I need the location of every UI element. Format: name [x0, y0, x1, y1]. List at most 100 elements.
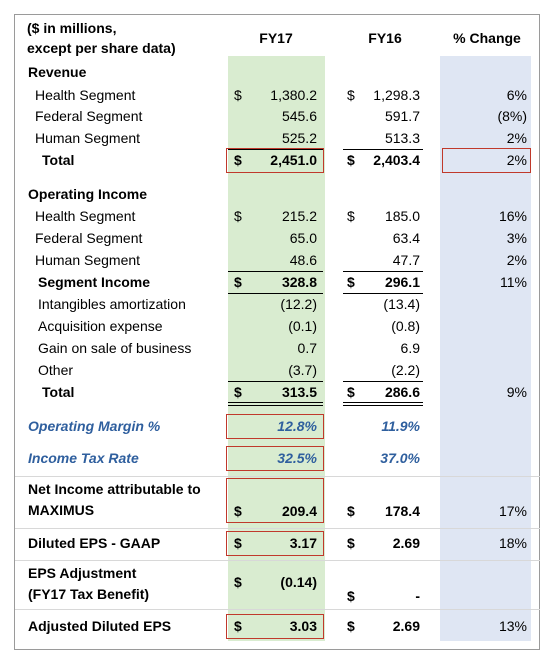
change-value: 11% [500, 274, 527, 290]
currency-sign: $ [347, 535, 355, 551]
highlight-box [226, 414, 324, 439]
highlight-box [226, 446, 324, 471]
row-separator [15, 560, 540, 561]
rule [228, 271, 323, 272]
change-value: 16% [498, 208, 527, 224]
rule [343, 293, 423, 294]
fy17-value: 328.8 [281, 274, 317, 290]
rule [343, 149, 423, 150]
row-label: Human Segment [35, 252, 141, 268]
rule [228, 381, 323, 382]
rule [343, 271, 423, 272]
fy17-value: 3.17 [289, 535, 317, 551]
currency-sign: $ [234, 152, 242, 168]
fy17-value: (3.7) [288, 362, 317, 378]
currency-sign: $ [347, 152, 355, 168]
rule [343, 405, 423, 406]
fy16-value: 178.4 [384, 503, 420, 519]
fy17-value: 48.6 [289, 252, 317, 268]
row-label: Total [42, 384, 75, 400]
fy17-value: 313.5 [281, 384, 317, 400]
fy17-column-shade [228, 56, 325, 641]
currency-sign: $ [234, 535, 242, 551]
row-label: Human Segment [35, 130, 141, 146]
highlight-box [442, 148, 531, 173]
change-value: 13% [498, 618, 527, 634]
fy17-value: (0.14) [280, 574, 317, 590]
row-label: Federal Segment [35, 108, 143, 124]
change-column-shade [440, 56, 531, 641]
column-header: FY16 [368, 30, 402, 46]
fy16-value: 1,298.3 [373, 87, 420, 103]
fy17-value: 209.4 [281, 503, 317, 519]
fy16-value: 296.1 [384, 274, 420, 290]
fy17-value: 65.0 [289, 230, 317, 246]
fy17-value: (12.2) [280, 296, 317, 312]
highlight-box [226, 614, 324, 639]
change-value: 17% [498, 503, 527, 519]
row-label: Federal Segment [35, 230, 143, 246]
fy16-value: 37.0% [380, 450, 420, 466]
fy17-value: (0.1) [288, 318, 317, 334]
row-label: Other [38, 362, 74, 378]
fy16-value: 2.69 [392, 618, 420, 634]
fy16-value: 591.7 [384, 108, 420, 124]
fy16-value: 6.9 [400, 340, 420, 356]
row-label: Health Segment [35, 208, 136, 224]
table-border [14, 14, 540, 650]
currency-sign: $ [234, 274, 242, 290]
change-value: (8%) [497, 108, 527, 124]
fy16-value: 2.69 [392, 535, 420, 551]
fy17-value: 1,380.2 [270, 87, 317, 103]
row-label: Operating Income [28, 186, 148, 202]
row-label: EPS Adjustment [28, 565, 137, 581]
currency-sign: $ [347, 384, 355, 400]
currency-sign: $ [347, 87, 355, 103]
fy16-value: (2.2) [391, 362, 420, 378]
change-value: 9% [506, 384, 527, 400]
fy16-value: - [415, 588, 420, 604]
row-separator [15, 476, 540, 477]
row-label: Acquisition expense [38, 318, 163, 334]
currency-sign: $ [347, 503, 355, 519]
row-label: (FY17 Tax Benefit) [28, 586, 150, 602]
currency-sign: $ [234, 384, 242, 400]
row-label: Income Tax Rate [28, 450, 139, 466]
row-separator [15, 528, 540, 529]
fy17-value: 0.7 [297, 340, 317, 356]
fy17-value: 12.8% [277, 418, 317, 434]
fy16-value: 47.7 [392, 252, 420, 268]
row-label: Intangibles amortization [38, 296, 186, 312]
rule [343, 381, 423, 382]
row-label: Net Income attributable to [28, 481, 201, 497]
row-label: MAXIMUS [28, 502, 95, 518]
row-label: Health Segment [35, 87, 136, 103]
highlight-box [226, 148, 324, 173]
change-value: 2% [506, 152, 527, 168]
fy16-value: 11.9% [381, 418, 420, 434]
fy16-value: 2,403.4 [373, 152, 420, 168]
row-separator [15, 609, 540, 610]
currency-sign: $ [347, 274, 355, 290]
fy16-value: 286.6 [384, 384, 420, 400]
fy17-value: 2,451.0 [270, 152, 317, 168]
fy17-value: 525.2 [281, 130, 317, 146]
currency-sign: $ [234, 87, 242, 103]
row-label: Adjusted Diluted EPS [28, 618, 172, 634]
highlight-box [226, 478, 324, 523]
fy16-value: (0.8) [391, 318, 420, 334]
row-label: Segment Income [38, 274, 151, 290]
fy17-value: 215.2 [281, 208, 317, 224]
fy16-value: 185.0 [384, 208, 420, 224]
currency-sign: $ [234, 574, 242, 590]
rule [228, 402, 323, 403]
fy17-value: 545.6 [281, 108, 317, 124]
row-label: Diluted EPS - GAAP [28, 535, 161, 551]
fy17-value: 32.5% [277, 450, 317, 466]
rule [228, 405, 323, 406]
column-header: FY17 [259, 30, 293, 46]
rule [228, 149, 323, 150]
fy16-value: 63.4 [392, 230, 420, 246]
row-label: Total [42, 152, 75, 168]
currency-sign: $ [234, 618, 242, 634]
